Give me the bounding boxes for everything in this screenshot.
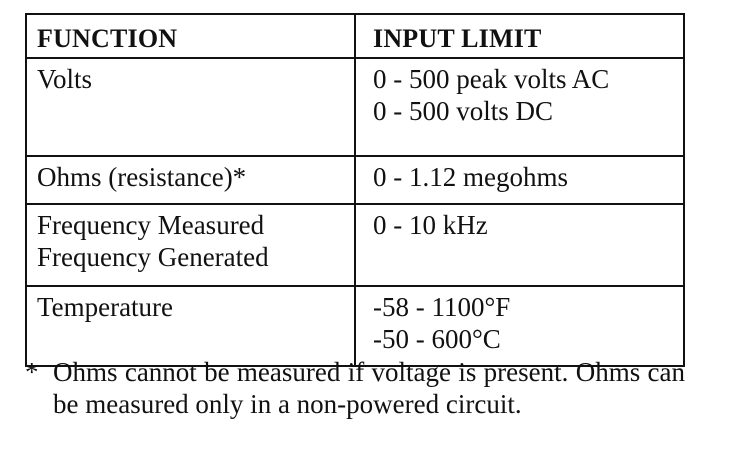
function-cell: Frequency Measured Frequency Generated	[25, 203, 356, 287]
table-row-frequency: Frequency Measured Frequency Generated 0…	[25, 203, 685, 287]
function-cell: Volts	[25, 57, 356, 157]
header-input-limit: INPUT LIMIT	[354, 13, 685, 59]
input-limits-table: FUNCTION INPUT LIMIT Volts 0 - 500 peak …	[25, 13, 685, 367]
limit-cell: 0 - 10 kHz	[354, 203, 685, 287]
footnote: * Ohms cannot be measured if voltage is …	[25, 356, 685, 420]
table-row-temperature: Temperature -58 - 1100°F -50 - 600°C	[25, 285, 685, 367]
function-cell: Temperature	[25, 285, 356, 367]
table-row-ohms: Ohms (resistance)* 0 - 1.12 megohms	[25, 155, 685, 205]
function-label: Frequency Measured	[37, 210, 265, 240]
function-label: Volts	[37, 64, 93, 94]
limit-value: 0 - 1.12 megohms	[373, 162, 568, 192]
table-header: FUNCTION INPUT LIMIT	[25, 13, 685, 59]
limit-cell: 0 - 1.12 megohms	[354, 155, 685, 205]
limit-value: 0 - 500 peak volts AC	[373, 64, 610, 94]
footnote-text: Ohms cannot be measured if voltage is pr…	[53, 357, 685, 419]
function-label: Frequency Generated	[37, 242, 269, 272]
header-row: FUNCTION INPUT LIMIT	[25, 13, 685, 59]
limit-value: -58 - 1100°F	[373, 292, 511, 322]
limit-cell: -58 - 1100°F -50 - 600°C	[354, 285, 685, 367]
footnote-marker: *	[25, 357, 39, 387]
limit-cell: 0 - 500 peak volts AC 0 - 500 volts DC	[354, 57, 685, 157]
limit-value: 0 - 500 volts DC	[373, 96, 554, 126]
limit-value: -50 - 600°C	[373, 324, 501, 354]
function-label: Ohms (resistance)*	[37, 162, 247, 192]
function-label: Temperature	[37, 292, 174, 322]
function-cell: Ohms (resistance)*	[25, 155, 356, 205]
table-row-volts: Volts 0 - 500 peak volts AC 0 - 500 volt…	[25, 57, 685, 157]
header-function: FUNCTION	[25, 13, 356, 59]
limit-value: 0 - 10 kHz	[373, 210, 488, 240]
